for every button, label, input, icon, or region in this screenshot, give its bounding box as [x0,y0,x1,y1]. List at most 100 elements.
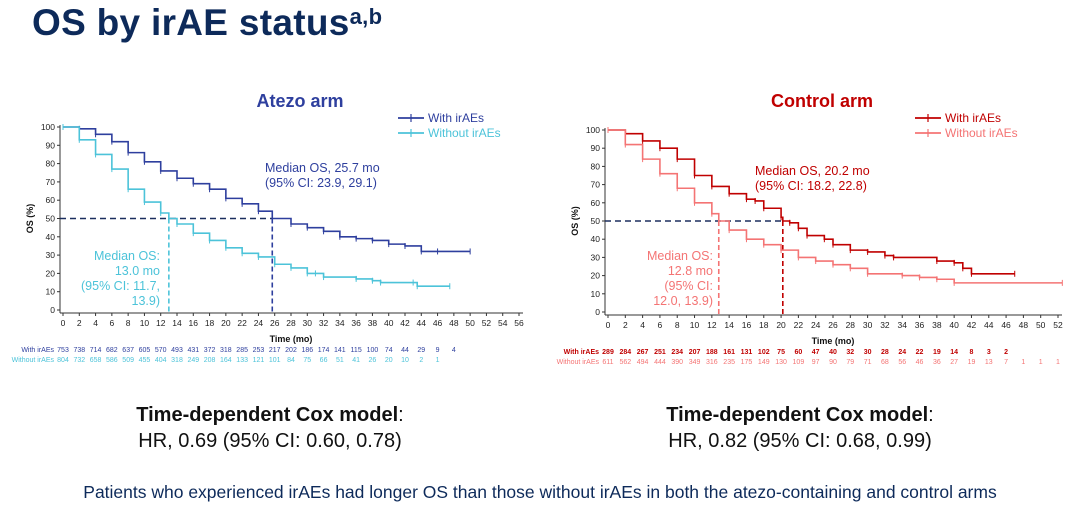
y-tick-label: 10 [46,287,56,297]
at-risk-count: 404 [155,357,167,364]
x-tick-label: 48 [1019,320,1029,330]
legend-label: With irAEs [945,111,1001,125]
at-risk-count: 109 [793,359,805,366]
at-risk-count: 97 [812,359,820,366]
x-tick-label: 16 [189,318,199,328]
at-risk-count: 217 [269,347,281,354]
at-risk-count: 493 [171,347,183,354]
y-tick-label: 30 [591,252,601,262]
at-risk-count: 56 [898,359,906,366]
x-tick-label: 40 [949,320,959,330]
median-annotation: (95% CI: 23.9, 29.1) [265,176,377,190]
at-risk-count: 164 [220,357,232,364]
at-risk-count: 494 [637,359,649,366]
at-risk-count: 570 [155,347,167,354]
at-risk-count: 27 [950,359,958,366]
at-risk-count: 121 [253,357,265,364]
median-annotation: (95% CI: 11.7, [81,279,160,293]
at-risk-count: 133 [236,357,248,364]
at-risk-count: 562 [619,359,631,366]
y-tick-label: 60 [46,195,56,205]
at-risk-count: 234 [671,349,683,356]
x-tick-label: 2 [623,320,628,330]
y-tick-label: 90 [46,140,56,150]
chart-title: Atezo arm [256,91,343,111]
x-tick-label: 36 [351,318,361,328]
at-risk-count: 29 [417,347,425,354]
atezo-cox-hr: HR, 0.69 (95% CI: 0.60, 0.78) [138,430,402,452]
x-tick-label: 16 [742,320,752,330]
legend-label: Without irAEs [428,126,501,140]
x-tick-label: 38 [368,318,378,328]
y-axis-label: OS (%) [25,204,35,234]
at-risk-count: 26 [369,357,377,364]
at-risk-count: 637 [122,347,134,354]
at-risk-count: 3 [987,349,991,356]
at-risk-count: 253 [253,347,265,354]
at-risk-count: 753 [57,347,69,354]
at-risk-count: 1 [1021,359,1025,366]
x-tick-label: 12 [707,320,717,330]
at-risk-count: 131 [741,349,753,356]
km-curve-without-iraes [63,126,450,288]
at-risk-count: 130 [775,359,787,366]
x-tick-label: 0 [606,320,611,330]
y-tick-label: 50 [46,214,56,224]
y-tick-label: 30 [46,250,56,260]
x-tick-label: 52 [482,318,492,328]
at-risk-count: 804 [57,357,69,364]
at-risk-count: 318 [171,357,183,364]
at-risk-count: 68 [881,359,889,366]
at-risk-row-label: With irAEs [21,347,54,354]
y-tick-label: 70 [46,177,56,187]
x-tick-label: 4 [93,318,98,328]
at-risk-count: 509 [122,357,134,364]
y-tick-label: 40 [591,234,601,244]
x-tick-label: 30 [303,318,313,328]
y-tick-label: 70 [591,180,601,190]
footer-conclusion: Patients who experienced irAEs had longe… [83,482,997,502]
at-risk-count: 2 [1004,349,1008,356]
y-tick-label: 100 [586,125,600,135]
x-tick-label: 18 [205,318,215,328]
median-annotation: Median OS, 20.2 mo [755,164,870,178]
at-risk-count: 249 [187,357,199,364]
y-tick-label: 90 [591,143,601,153]
at-risk-count: 586 [106,357,118,364]
at-risk-count: 22 [916,349,924,356]
at-risk-count: 149 [758,359,770,366]
y-tick-label: 80 [46,159,56,169]
at-risk-count: 658 [90,357,102,364]
x-tick-label: 6 [109,318,114,328]
legend-label: Without irAEs [945,126,1018,140]
x-tick-label: 14 [724,320,734,330]
median-annotation: (95% CI: 18.2, 22.8) [755,179,867,193]
legend-label: With irAEs [428,111,484,125]
median-annotation: 13.9) [132,294,161,308]
at-risk-count: 75 [777,349,785,356]
y-tick-label: 20 [46,268,56,278]
at-risk-count: 235 [723,359,735,366]
x-tick-label: 50 [1036,320,1046,330]
at-risk-count: 14 [950,349,958,356]
at-risk-row-label: With irAEs [564,349,599,356]
at-risk-count: 8 [970,349,974,356]
x-tick-label: 50 [465,318,475,328]
x-tick-label: 44 [984,320,994,330]
at-risk-count: 1 [1056,359,1060,366]
km-curve-with-iraes [63,126,471,253]
x-axis-label: Time (mo) [812,336,855,346]
y-axis-label: OS (%) [570,206,580,236]
x-tick-label: 32 [319,318,329,328]
at-risk-count: 4 [452,347,456,354]
km-curve-without-iraes [608,129,1063,284]
x-tick-label: 46 [1001,320,1011,330]
x-tick-label: 32 [880,320,890,330]
at-risk-count: 289 [602,349,614,356]
slide-title: OS by irAE statusa,b [32,2,382,44]
x-tick-label: 12 [156,318,166,328]
median-annotation: 12.8 mo [668,264,713,278]
at-risk-count: 66 [320,357,328,364]
median-annotation: (95% CI: [664,279,713,293]
